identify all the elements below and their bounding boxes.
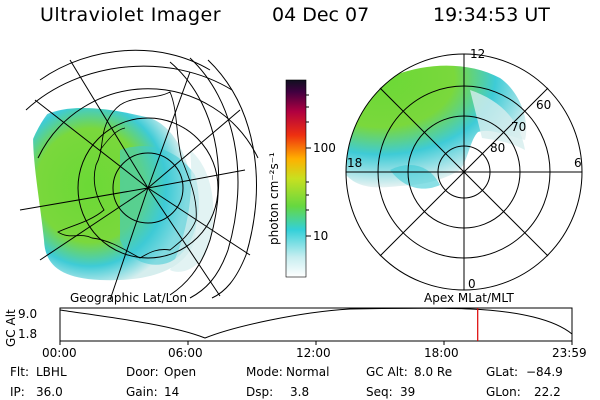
mlt-label-18: 18 xyxy=(347,156,362,170)
gc-alt-value: 8.0 Re xyxy=(414,365,452,379)
flt-value: LBHL xyxy=(36,365,67,379)
gain-value: 14 xyxy=(164,385,179,399)
glon-value: 22.2 xyxy=(534,385,561,399)
mlt-label-0: 0 xyxy=(468,277,476,291)
door-label: Door: xyxy=(126,365,159,379)
colorbar: 100 10 photon cm⁻²s⁻¹ xyxy=(267,79,336,278)
seq-label: Seq: xyxy=(366,385,393,399)
altitude-timeline: 9.0 1.8 GC Alt 00:00 06:00 12:00 18:00 2… xyxy=(4,307,587,360)
flt-label: Flt: xyxy=(10,365,29,379)
mode-value: Normal xyxy=(286,365,329,379)
colorbar-tick-100: 100 xyxy=(313,141,336,155)
altitude-curve xyxy=(59,307,573,339)
glat-value: −84.9 xyxy=(526,365,563,379)
geographic-map xyxy=(19,49,259,301)
colorbar-tick-10: 10 xyxy=(313,229,328,243)
gain-label: Gain: xyxy=(126,385,158,399)
xtick-0000: 00:00 xyxy=(42,346,77,360)
seq-value: 39 xyxy=(400,385,415,399)
date-label: 04 Dec 07 xyxy=(272,4,370,26)
app-title: Ultraviolet Imager xyxy=(40,4,222,26)
mlat-label-60: 60 xyxy=(536,98,551,112)
xtick-1200: 12:00 xyxy=(296,346,331,360)
dsp-label: Dsp: xyxy=(246,385,273,399)
xtick-1800: 18:00 xyxy=(424,346,459,360)
colorbar-unit-label: photon cm⁻²s⁻¹ xyxy=(267,152,281,245)
mlt-label-6: 6 xyxy=(574,156,582,170)
ytick-1-8: 1.8 xyxy=(18,327,37,341)
door-value: Open xyxy=(164,365,196,379)
ip-value: 36.0 xyxy=(36,385,63,399)
xtick-2359: 23:59 xyxy=(552,346,587,360)
dsp-value: 3.8 xyxy=(290,385,309,399)
instrument-info: Flt: LBHL IP: 36.0 Door: Open Gain: 14 M… xyxy=(10,365,563,399)
ytick-9: 9.0 xyxy=(18,307,37,321)
polar-plot: 12 60 70 80 18 6 0 xyxy=(345,47,583,291)
mlt-label-12: 12 xyxy=(470,47,485,61)
gc-alt-label: GC Alt: xyxy=(366,365,408,379)
glat-label: GLat: xyxy=(486,365,518,379)
continent-outline xyxy=(57,91,197,259)
gc-alt-axis-label: GC Alt xyxy=(4,309,18,347)
mlat-label-80: 80 xyxy=(490,141,505,155)
geographic-caption: Geographic Lat/Lon xyxy=(70,291,187,305)
glon-label: GLon: xyxy=(486,385,521,399)
mlat-label-70: 70 xyxy=(511,120,526,134)
ip-label: IP: xyxy=(10,385,25,399)
mode-label: Mode: xyxy=(246,365,283,379)
xtick-0600: 06:00 xyxy=(168,346,203,360)
time-label: 19:34:53 UT xyxy=(433,4,550,26)
magnetic-caption: Apex MLat/MLT xyxy=(424,291,514,305)
